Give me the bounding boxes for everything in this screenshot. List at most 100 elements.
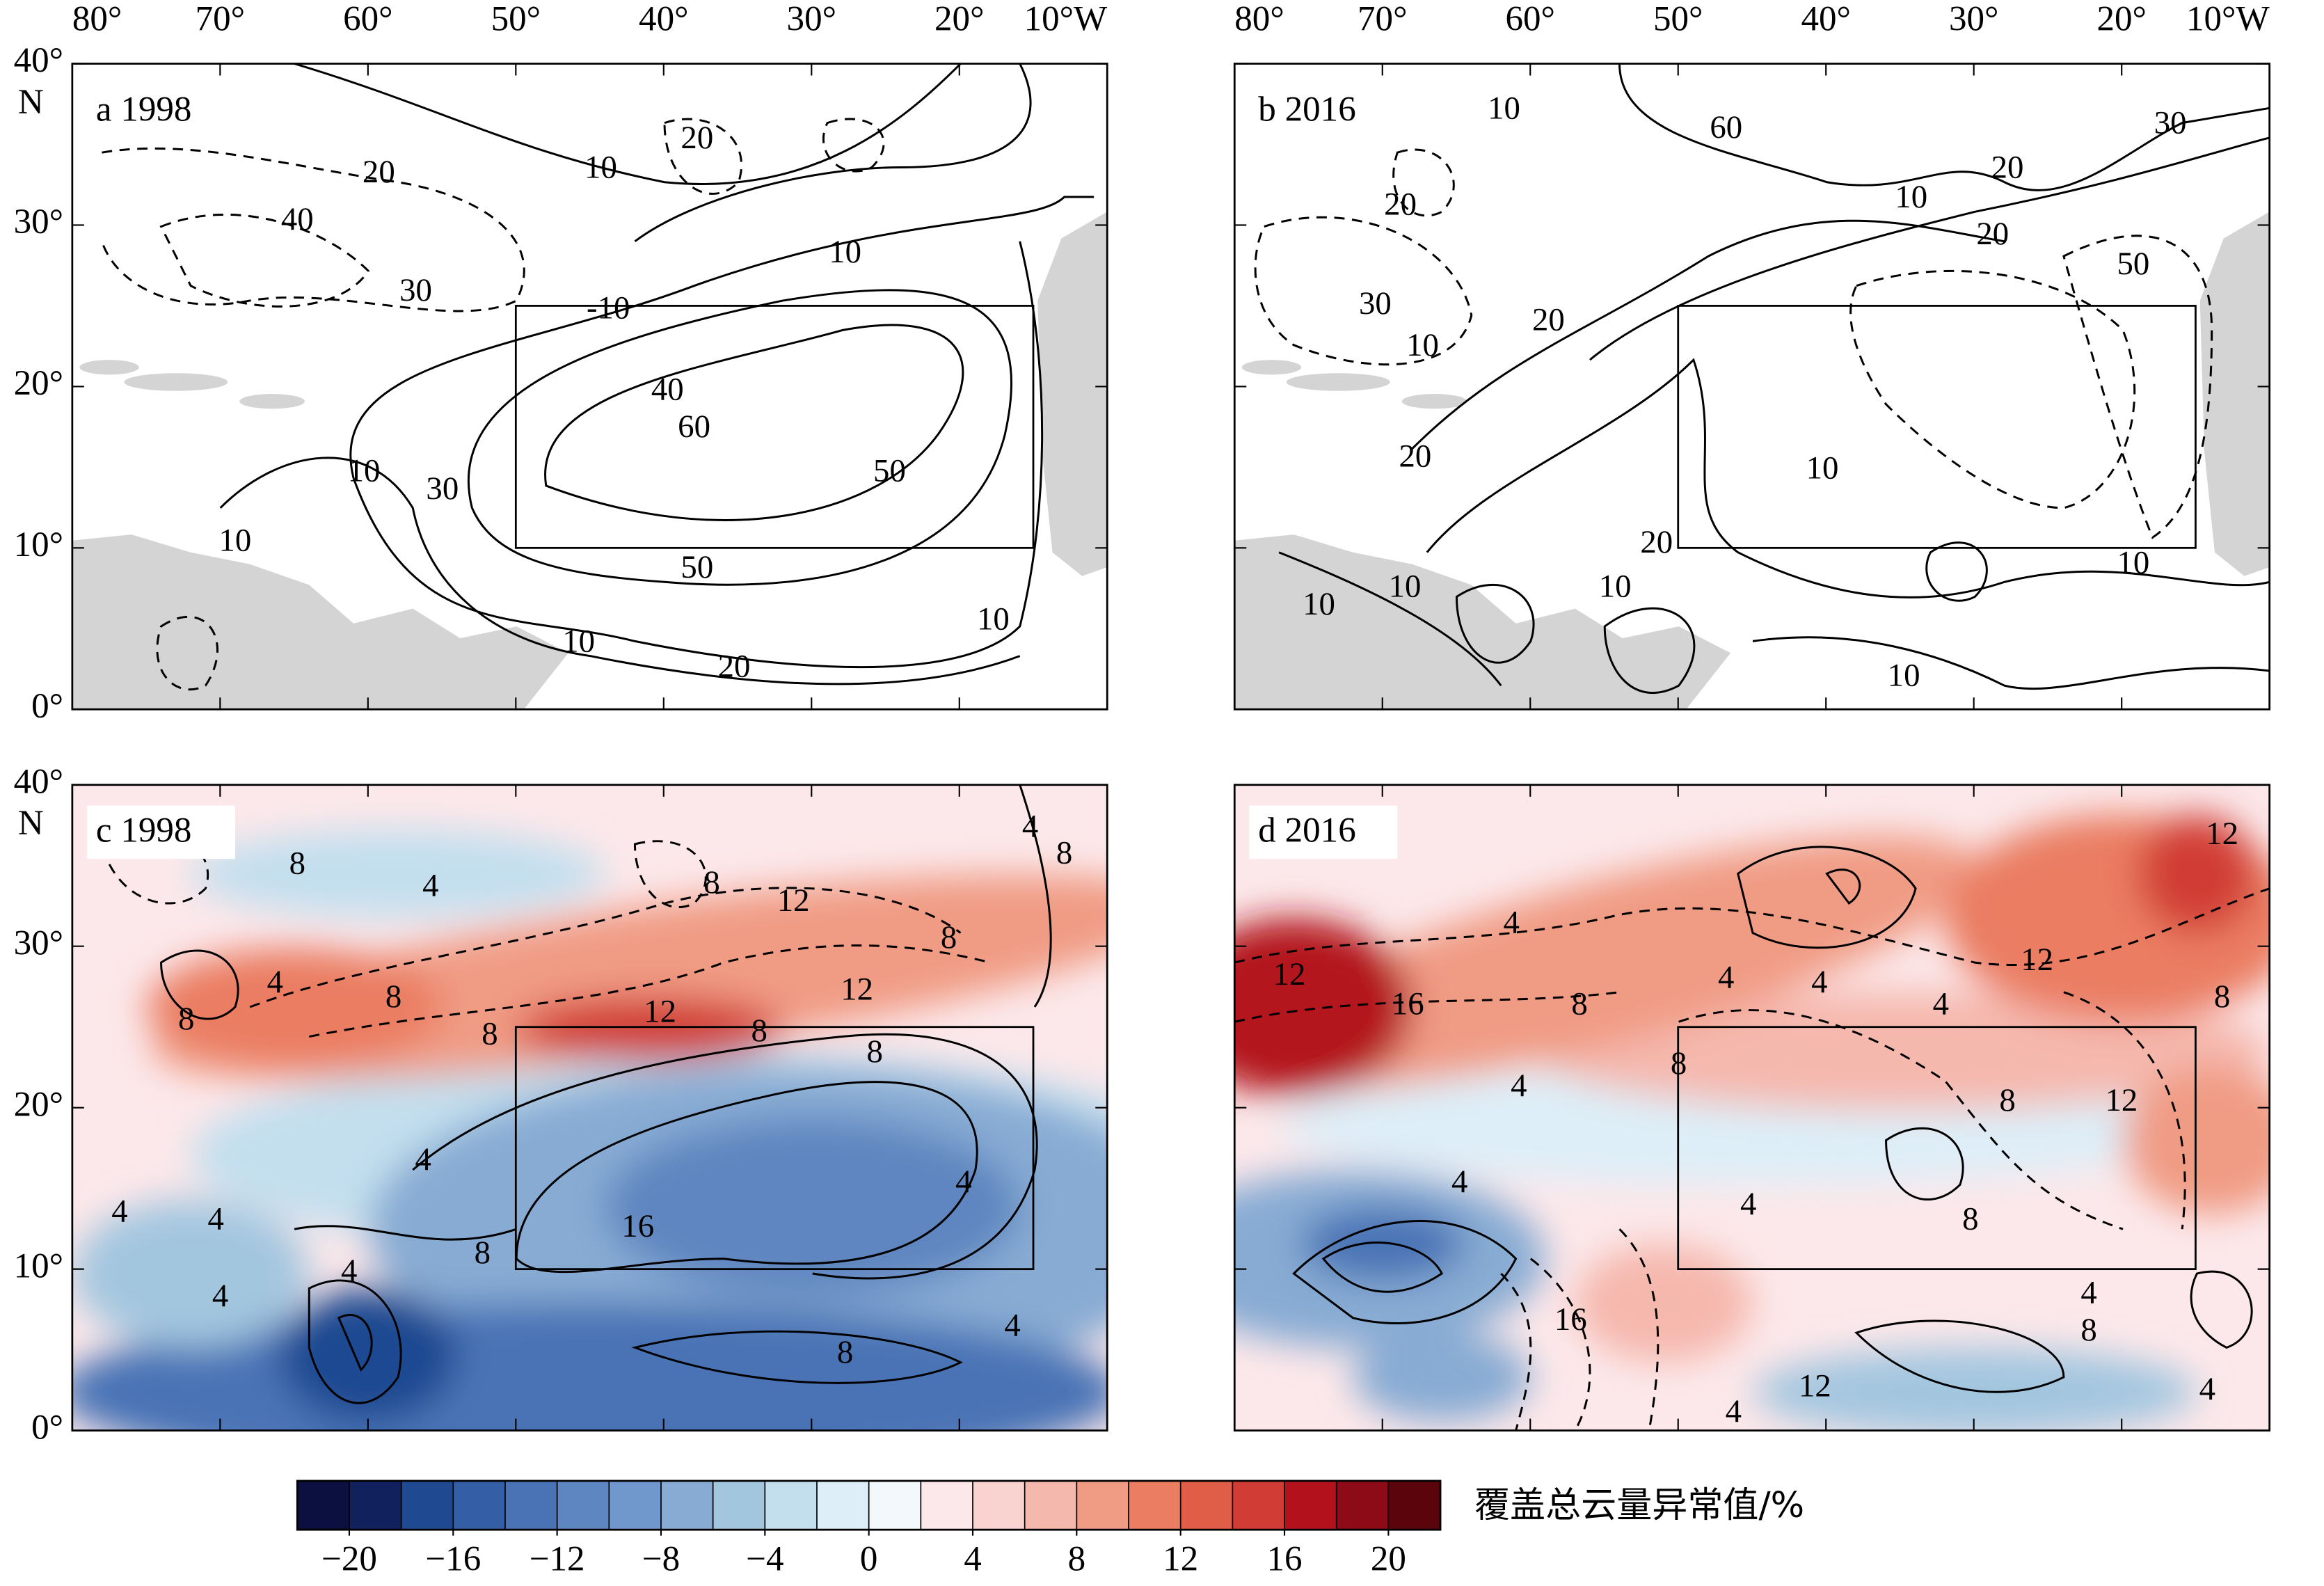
map-shape [2138, 814, 2257, 933]
colorbar-swatch [297, 1480, 351, 1530]
colorbar-label: 覆盖总云量异常值/% [1474, 1485, 1804, 1526]
contour-label: 40 [651, 372, 684, 408]
contour-label: 8 [866, 1033, 882, 1070]
contour-label: 60 [1710, 109, 1742, 145]
contour-label: 12 [2105, 1082, 2138, 1118]
contour-label: 8 [475, 1235, 491, 1271]
colorbar-swatch [868, 1480, 922, 1530]
panel-label-bg [1249, 805, 1398, 859]
colorbar-swatch [504, 1480, 558, 1530]
contour-label: 8 [481, 1015, 498, 1052]
contour-label: 12 [2206, 816, 2238, 852]
contour-line [308, 1279, 402, 1404]
contour-label: 4 [1004, 1307, 1020, 1343]
contour-label: 12 [1273, 956, 1306, 992]
contour-label: 50 [873, 453, 906, 489]
colorbar-tick-label: 8 [1068, 1539, 1086, 1579]
y-tick-label: 40° [14, 40, 63, 80]
x-tick-label: 80° [1234, 0, 1284, 39]
contour-label: 50 [2117, 246, 2150, 282]
contour-label: 4 [422, 868, 438, 904]
contour-label: 12 [2021, 942, 2053, 978]
map-shape [1234, 835, 1977, 1090]
colorbar-swatch [453, 1480, 507, 1530]
contour-label: 50 [681, 549, 713, 585]
colorbar-swatch [609, 1480, 662, 1530]
panel-label: b 2016 [1258, 89, 1355, 129]
contour-line [294, 63, 1032, 243]
contour-label: 10 [1895, 179, 1927, 215]
colorbar-swatch [401, 1480, 454, 1530]
contour-label: 16 [1392, 986, 1424, 1022]
colorbar-tick-label: −20 [321, 1539, 377, 1579]
contour-label: 4 [1022, 808, 1038, 844]
x-tick-label: 70° [1358, 0, 1407, 39]
x-tick-label: 30° [1949, 0, 1998, 39]
panel-a-map [72, 63, 1108, 710]
contour-line [219, 457, 1021, 685]
contour-label: 8 [385, 978, 401, 1015]
contour-label: 4 [2199, 1371, 2215, 1407]
panel-label: c 1998 [96, 811, 192, 850]
contour-label: 4 [341, 1253, 357, 1289]
contour-line [1234, 991, 2186, 1230]
contour-label: 4 [1811, 964, 1827, 1000]
x-tick-label: 10°W [1024, 0, 1108, 39]
contour-label: 30 [399, 272, 432, 308]
colorbar-swatch [349, 1480, 402, 1530]
contour-line [1392, 148, 1455, 217]
map-shape [279, 1288, 458, 1422]
contour-label: 8 [178, 1001, 194, 1037]
contour-label: 10 [1599, 569, 1632, 605]
contour-label: -10 [587, 290, 630, 326]
contour-line [1618, 63, 2270, 191]
y-tick-label: 40° [14, 762, 63, 802]
panel-d-map [1234, 784, 2270, 1431]
colorbar-swatch [1232, 1480, 1286, 1530]
contour-line [467, 289, 1012, 586]
map-shape [516, 997, 783, 1062]
contour-label: 8 [1056, 835, 1072, 871]
colorbar-swatch [817, 1480, 870, 1530]
colorbar-tick-label: −8 [642, 1539, 680, 1579]
contour-label: 4 [1740, 1186, 1756, 1222]
contour-label: 4 [111, 1194, 127, 1230]
colorbar-swatch [921, 1480, 974, 1530]
contour-label: 10 [219, 523, 252, 559]
contour-line [159, 214, 370, 308]
contour-label: 16 [621, 1208, 654, 1244]
contour-label: 12 [644, 993, 676, 1029]
colorbar-swatch [1284, 1480, 1337, 1530]
contour-label: 20 [363, 154, 395, 190]
panel-label-bg [87, 805, 235, 859]
contour-line [2062, 235, 2213, 539]
y-tick-label: 0° [31, 1407, 63, 1447]
x-tick-label: 20° [934, 0, 984, 39]
colorbar-swatch [1180, 1480, 1234, 1530]
contour-line [1849, 269, 2136, 509]
map-shape [1234, 918, 1412, 1096]
contour-label: 12 [841, 971, 873, 1007]
lat-hemisphere: N [18, 82, 44, 122]
map-shape [1531, 992, 2270, 1111]
colorbar-swatch [660, 1480, 714, 1530]
x-tick-label: 30° [787, 0, 836, 39]
contour-label: 30 [426, 470, 459, 507]
contour-label: 10 [829, 234, 861, 270]
colorbar-tick-label: 12 [1163, 1539, 1198, 1579]
contour-label: 8 [751, 1013, 767, 1049]
contour-line [1411, 136, 2270, 450]
map-shape [72, 829, 1108, 1431]
contour-line [1737, 846, 1917, 949]
x-tick-label: 10°W [2186, 0, 2270, 39]
contour-line [1885, 1127, 1964, 1201]
contour-label: 4 [1511, 1068, 1527, 1104]
x-tick-label: 40° [639, 0, 688, 39]
contour-label: 16 [1554, 1301, 1587, 1338]
map-shape [2123, 1066, 2270, 1214]
contour-line [663, 118, 885, 195]
contour-label: 4 [1451, 1164, 1467, 1200]
contour-label: 8 [1671, 1045, 1687, 1081]
contour-label: 20 [1991, 149, 2024, 185]
